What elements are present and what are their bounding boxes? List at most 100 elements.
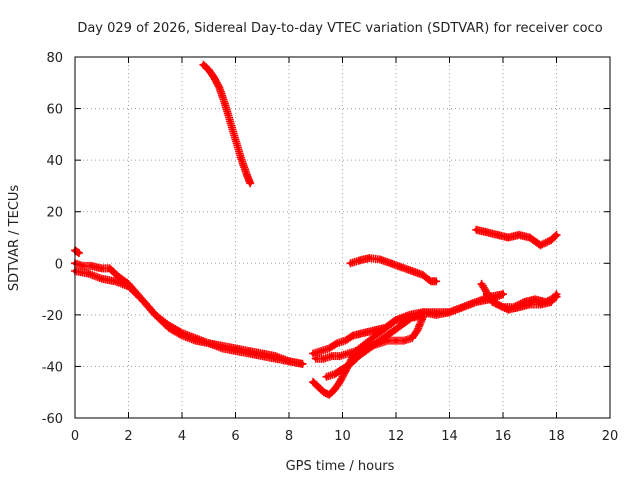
data-point bbox=[479, 282, 483, 286]
data-point bbox=[554, 233, 558, 237]
data-point bbox=[485, 292, 489, 296]
data-point bbox=[126, 284, 130, 288]
data-point bbox=[77, 251, 81, 255]
x-axis-label: GPS time / hours bbox=[286, 459, 395, 474]
x-tick-label: 4 bbox=[178, 429, 186, 444]
data-point bbox=[399, 265, 403, 269]
y-tick-label: 80 bbox=[46, 51, 63, 66]
data-point bbox=[311, 380, 315, 384]
y-tick-label: 0 bbox=[55, 257, 63, 272]
x-tick-label: 12 bbox=[388, 429, 405, 444]
data-point bbox=[506, 308, 510, 312]
data-point bbox=[549, 300, 553, 304]
data-point bbox=[506, 235, 510, 239]
data-point bbox=[322, 356, 326, 360]
data-point bbox=[113, 279, 117, 283]
data-point bbox=[207, 341, 211, 345]
data-point bbox=[166, 323, 170, 327]
series-markers bbox=[472, 226, 560, 249]
data-point bbox=[410, 336, 414, 340]
data-point bbox=[394, 318, 398, 322]
data-marks bbox=[71, 61, 561, 399]
data-point bbox=[335, 341, 339, 345]
data-point bbox=[327, 346, 331, 350]
x-tick-label: 14 bbox=[441, 429, 458, 444]
data-point bbox=[244, 171, 248, 175]
y-tick-label: -20 bbox=[42, 309, 63, 324]
data-point bbox=[228, 119, 232, 123]
data-point bbox=[394, 338, 398, 342]
data-point bbox=[346, 351, 350, 355]
data-point bbox=[367, 338, 371, 342]
data-point bbox=[343, 338, 347, 342]
data-point bbox=[193, 336, 197, 340]
series-arc-10 bbox=[472, 226, 560, 249]
series-arc-1 bbox=[199, 61, 254, 188]
data-point bbox=[356, 354, 360, 358]
data-point bbox=[100, 277, 104, 281]
data-point bbox=[388, 261, 392, 265]
data-point bbox=[273, 356, 277, 360]
x-tick-label: 10 bbox=[334, 429, 351, 444]
data-point bbox=[378, 338, 382, 342]
data-point bbox=[415, 328, 419, 332]
data-point bbox=[528, 302, 532, 306]
series-arc-4 bbox=[71, 246, 83, 257]
chart: Day 029 of 2026, Sidereal Day-to-day VTE… bbox=[0, 0, 640, 480]
data-point bbox=[367, 346, 371, 350]
data-point bbox=[81, 264, 85, 268]
data-point bbox=[311, 351, 315, 355]
data-point bbox=[495, 302, 499, 306]
x-tick-label: 6 bbox=[231, 429, 239, 444]
data-point bbox=[474, 300, 478, 304]
x-tick-label: 16 bbox=[495, 429, 512, 444]
data-point bbox=[140, 297, 144, 301]
data-point bbox=[447, 310, 451, 314]
y-axis-label: SDTVAR / TECUs bbox=[7, 185, 22, 292]
series-markers bbox=[71, 246, 83, 257]
data-point bbox=[332, 372, 336, 376]
data-point bbox=[383, 326, 387, 330]
y-tick-label: 60 bbox=[46, 103, 63, 118]
data-point bbox=[330, 354, 334, 358]
y-tick-label: 40 bbox=[46, 154, 63, 169]
series-markers bbox=[347, 254, 441, 285]
data-point bbox=[332, 387, 336, 391]
data-point bbox=[217, 86, 221, 90]
data-point bbox=[322, 390, 326, 394]
data-point bbox=[324, 375, 328, 379]
data-point bbox=[233, 349, 237, 353]
data-point bbox=[316, 385, 320, 389]
data-point bbox=[410, 269, 414, 273]
data-point bbox=[517, 233, 521, 237]
data-point bbox=[421, 310, 425, 314]
data-point bbox=[220, 346, 224, 350]
chart-title: Day 029 of 2026, Sidereal Day-to-day VTE… bbox=[77, 21, 602, 36]
data-point bbox=[338, 354, 342, 358]
data-point bbox=[501, 292, 505, 296]
x-tick-label: 20 bbox=[602, 429, 619, 444]
data-point bbox=[549, 238, 553, 242]
x-tick-label: 18 bbox=[548, 429, 565, 444]
x-tick-label: 2 bbox=[124, 429, 132, 444]
data-point bbox=[248, 181, 252, 185]
data-point bbox=[354, 349, 358, 353]
data-point bbox=[207, 68, 211, 72]
data-point bbox=[372, 328, 376, 332]
data-point bbox=[356, 259, 360, 263]
data-point bbox=[340, 367, 344, 371]
data-point bbox=[180, 331, 184, 335]
data-point bbox=[474, 228, 478, 232]
y-tick-label: 20 bbox=[46, 206, 63, 221]
data-point bbox=[260, 354, 264, 358]
data-point bbox=[495, 233, 499, 237]
x-tick-label: 8 bbox=[285, 429, 293, 444]
data-point bbox=[338, 380, 342, 384]
data-point bbox=[89, 264, 93, 268]
data-point bbox=[327, 393, 331, 397]
data-point bbox=[86, 271, 90, 275]
data-point bbox=[410, 315, 414, 319]
data-point bbox=[399, 323, 403, 327]
data-point bbox=[351, 333, 355, 337]
data-point bbox=[247, 351, 251, 355]
